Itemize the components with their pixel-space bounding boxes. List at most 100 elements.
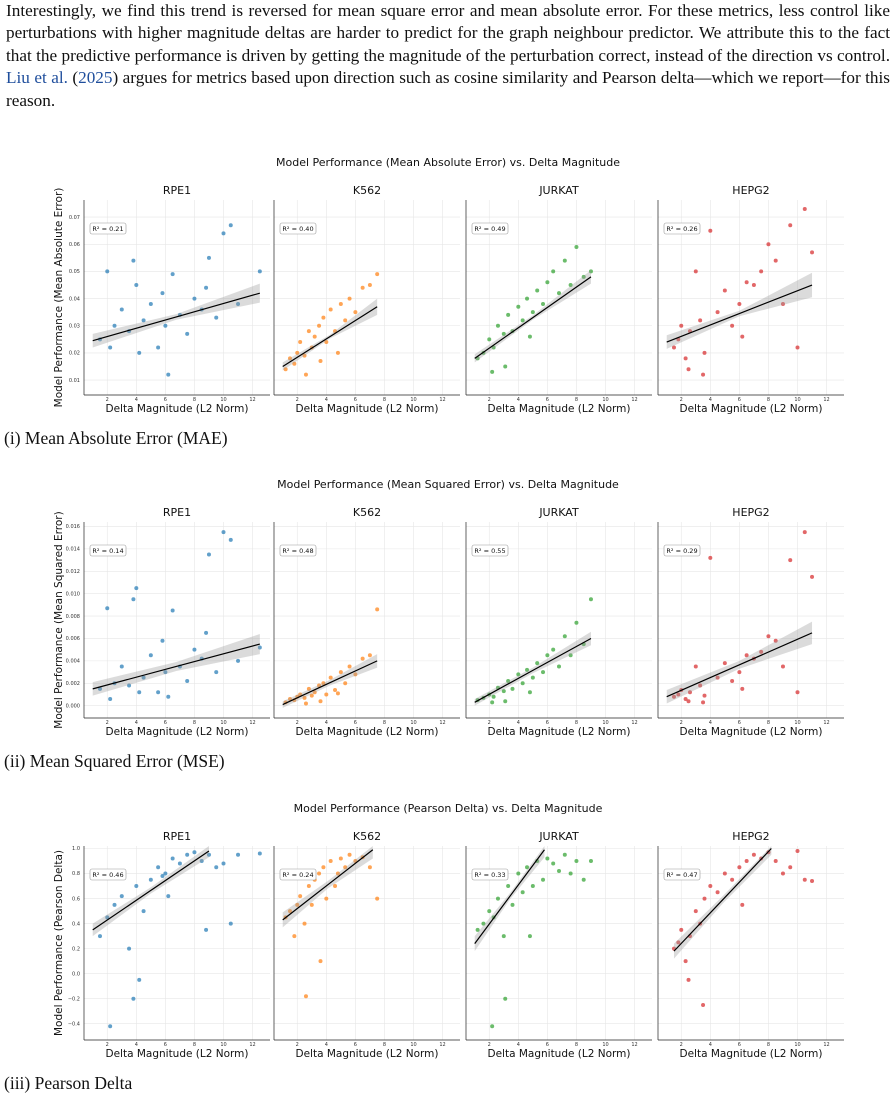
point (343, 681, 348, 686)
point (773, 859, 778, 864)
plot-area (666, 530, 815, 705)
point (309, 902, 314, 907)
point (335, 871, 340, 876)
x-axis-label: Delta Magnitude (L2 Norm) (679, 1048, 822, 1060)
point (693, 909, 698, 914)
figure-title: Model Performance (Mean Squared Error) v… (277, 478, 619, 491)
x-tick-label: 6 (164, 720, 167, 726)
point (206, 852, 211, 857)
point (292, 361, 297, 366)
panel-title: HEPG2 (732, 830, 769, 843)
point (676, 692, 681, 697)
point (228, 537, 233, 542)
panel-title: K562 (353, 830, 381, 843)
point (335, 691, 340, 696)
x-tick-label: 12 (823, 397, 829, 403)
fit-line (474, 849, 545, 944)
caption: (iii) Pearson Delta (4, 1073, 133, 1093)
x-tick-label: 8 (193, 720, 196, 726)
text: ( (67, 68, 79, 88)
point (810, 250, 815, 255)
annotation: R² = 0.33 (474, 871, 505, 879)
x-tick-label: 10 (794, 720, 800, 726)
point (683, 696, 688, 701)
point (148, 653, 153, 658)
point (788, 558, 793, 563)
x-tick-label: 8 (575, 720, 578, 726)
point (367, 653, 372, 658)
point (562, 258, 567, 263)
point (751, 852, 756, 857)
point (516, 672, 521, 677)
x-tick-label: 6 (546, 720, 549, 726)
annotation: R² = 0.47 (666, 871, 697, 879)
point (302, 921, 307, 926)
point (773, 258, 778, 263)
point (810, 879, 815, 884)
x-tick-label: 2 (296, 720, 299, 726)
point (780, 664, 785, 669)
point (530, 884, 535, 889)
point (347, 296, 352, 301)
point (214, 315, 219, 320)
point (306, 884, 311, 889)
point (562, 634, 567, 639)
x-tick-label: 12 (823, 1042, 829, 1048)
point (338, 302, 343, 307)
point (730, 679, 735, 684)
point (108, 696, 113, 701)
x-tick-label: 10 (602, 397, 608, 403)
point (134, 586, 139, 591)
x-axis-label: Delta Magnitude (L2 Norm) (105, 403, 248, 415)
point (525, 667, 530, 672)
fit-line (474, 637, 592, 703)
point (671, 694, 676, 699)
y-tick-label: 0.012 (66, 569, 80, 575)
x-tick-label: 4 (709, 1042, 712, 1048)
text: ) argues for metrics based upon directio… (6, 68, 890, 110)
plot-area (92, 846, 262, 1029)
point (321, 681, 326, 686)
point (545, 856, 550, 861)
point (701, 1002, 706, 1007)
point (318, 699, 323, 704)
annotation: R² = 0.46 (92, 871, 123, 879)
point (541, 670, 546, 675)
point (525, 865, 530, 870)
point (708, 884, 713, 889)
point (702, 896, 707, 901)
point (156, 690, 161, 695)
plot-area (474, 244, 593, 374)
point (324, 896, 329, 901)
x-tick-label: 8 (383, 1042, 386, 1048)
point (487, 337, 492, 342)
x-tick-label: 8 (767, 397, 770, 403)
plot-area (282, 272, 380, 377)
point (701, 700, 706, 705)
annotation: R² = 0.49 (474, 225, 505, 233)
x-tick-label: 10 (410, 397, 416, 403)
panel-title: JURKAT (538, 830, 579, 843)
annotation: R² = 0.14 (92, 547, 123, 555)
y-tick-label: 0.006 (66, 636, 80, 642)
point (105, 606, 110, 611)
point (306, 686, 311, 691)
x-tick-label: 4 (135, 397, 138, 403)
y-tick-label: 1.0 (72, 846, 80, 852)
citation-year[interactable]: 2025 (78, 68, 113, 88)
point (568, 283, 573, 288)
point (317, 323, 322, 328)
point (802, 877, 807, 882)
point (520, 681, 525, 686)
point (134, 884, 139, 889)
point (295, 350, 300, 355)
point (530, 310, 535, 315)
point (333, 688, 338, 692)
panel: 2 4 6 8 10 12 HEPG2 Delta Magnitude (L2 Norm) R²… (657, 506, 844, 738)
citation-link[interactable]: Liu et al. (6, 68, 68, 88)
plot-area (92, 530, 262, 701)
point (214, 865, 219, 870)
annotation: R² = 0.40 (282, 225, 313, 233)
panel: 2 4 6 8 10 12 HEPG2 Delta Magnitude (L2 Norm) R²… (657, 184, 844, 415)
x-tick-label: 4 (517, 1042, 520, 1048)
